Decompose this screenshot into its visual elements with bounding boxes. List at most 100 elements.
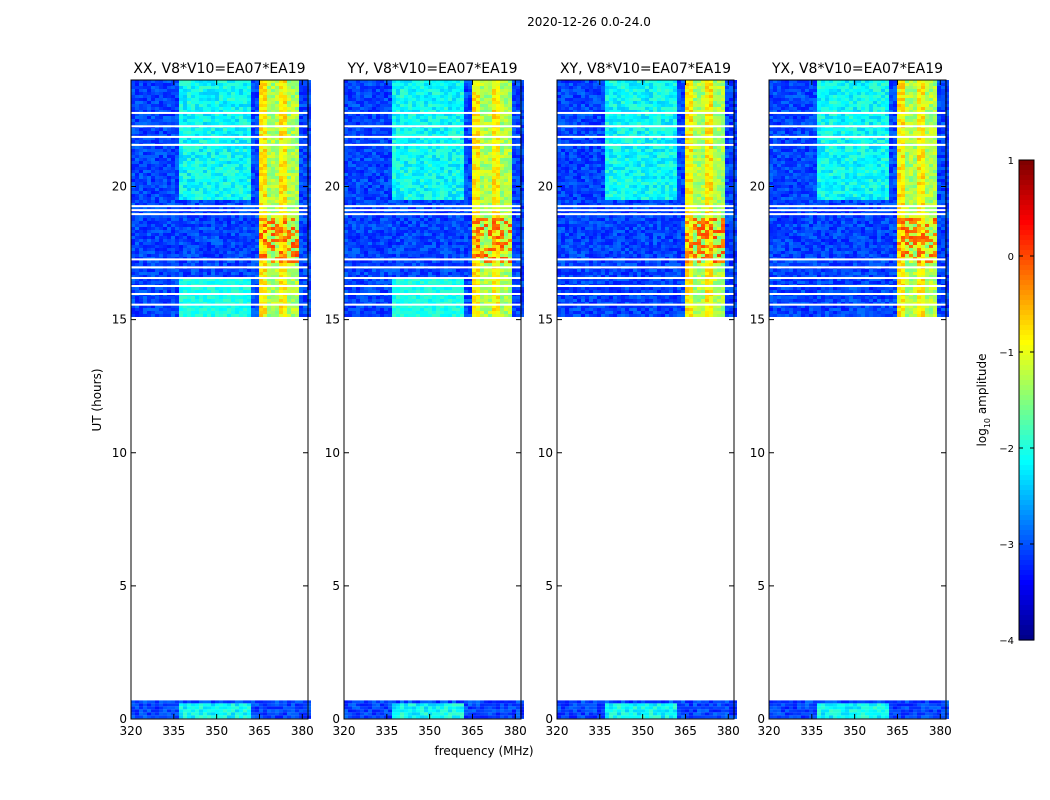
y-tick-label: 10	[750, 446, 765, 460]
colorbar-tick-label: 1	[1008, 156, 1014, 167]
colorbar-segment	[1019, 530, 1034, 536]
colorbar-frame	[1018, 159, 1035, 641]
colorbar-segment	[1019, 225, 1034, 231]
x-tick-label: 335	[375, 724, 398, 738]
colorbar-segment	[1019, 605, 1034, 611]
colorbar-segment	[1019, 600, 1034, 606]
colorbar-segment	[1019, 335, 1034, 341]
colorbar-segment	[1019, 210, 1034, 216]
colorbar-segment	[1019, 595, 1034, 601]
colorbar-segment	[1019, 170, 1034, 176]
colorbar-segment	[1019, 525, 1034, 531]
y-tick-label: 5	[757, 579, 765, 593]
colorbar-segment	[1019, 185, 1034, 191]
colorbar-segment	[1019, 450, 1034, 456]
x-tick-label: 320	[758, 724, 781, 738]
y-tick-label: 20	[538, 180, 553, 194]
colorbar-segment	[1019, 305, 1034, 311]
colorbar-segment	[1019, 485, 1034, 491]
heatmap-image	[557, 80, 737, 719]
colorbar-segment	[1019, 545, 1034, 551]
panel-title: YX, V8*V10=EA07*EA19	[771, 61, 943, 77]
colorbar-segment	[1019, 345, 1034, 351]
colorbar-segment	[1019, 270, 1034, 276]
colorbar-tick-label: −2	[999, 444, 1014, 455]
colorbar-segment	[1019, 445, 1034, 451]
panel-title: XX, V8*V10=EA07*EA19	[133, 61, 305, 77]
colorbar-segment	[1019, 505, 1034, 511]
axes-frame	[556, 79, 735, 720]
colorbar-segment	[1019, 235, 1034, 241]
colorbar-segment	[1019, 325, 1034, 331]
colorbar-segment	[1019, 535, 1034, 541]
colorbar-segment	[1019, 555, 1034, 561]
x-tick-label: 320	[333, 724, 356, 738]
colorbar-segment	[1019, 275, 1034, 281]
colorbar-segment	[1019, 510, 1034, 516]
colorbar-segment	[1019, 550, 1034, 556]
x-tick-label: 380	[717, 724, 740, 738]
colorbar-segment	[1019, 455, 1034, 461]
x-tick-label: 350	[843, 724, 866, 738]
colorbar-segment	[1019, 390, 1034, 396]
colorbar-segment	[1019, 355, 1034, 361]
axes-frame	[768, 79, 947, 720]
y-tick-label: 15	[538, 313, 553, 327]
colorbar-segment	[1019, 230, 1034, 236]
colorbar-segment	[1019, 570, 1034, 576]
panel-yx: YX, V8*V10=EA07*EA19 320 335 350 365 380 0 5 10 1…	[750, 61, 952, 738]
colorbar-segment	[1019, 475, 1034, 481]
colorbar-segment	[1019, 310, 1034, 316]
colorbar-segment	[1019, 280, 1034, 286]
colorbar-segment	[1019, 250, 1034, 256]
x-tick-label: 365	[248, 724, 271, 738]
colorbar-tick-label: 0	[1008, 252, 1014, 263]
colorbar-segment	[1019, 560, 1034, 566]
colorbar-segment	[1019, 190, 1034, 196]
colorbar-segment	[1019, 200, 1034, 206]
colorbar-segment	[1019, 160, 1034, 166]
colorbar-segment	[1019, 460, 1034, 466]
colorbar-segment	[1019, 220, 1034, 226]
y-tick-label: 5	[545, 579, 553, 593]
colorbar-segment	[1019, 500, 1034, 506]
x-axis-label: frequency (MHz)	[434, 744, 533, 758]
colorbar-segment	[1019, 245, 1034, 251]
colorbar-segment	[1019, 580, 1034, 586]
colorbar: 1 0 −1 −2 −3 −4 log10 amplitude	[975, 156, 1035, 647]
heatmap-image	[344, 80, 524, 719]
colorbar-tick-label: −1	[999, 348, 1014, 359]
colorbar-segment	[1019, 380, 1034, 386]
colorbar-segment	[1019, 340, 1034, 346]
x-tick-label: 320	[546, 724, 569, 738]
colorbar-segment	[1019, 520, 1034, 526]
colorbar-segment	[1019, 425, 1034, 431]
colorbar-segment	[1019, 375, 1034, 381]
x-tick-label: 380	[291, 724, 314, 738]
x-tick-label: 350	[205, 724, 228, 738]
colorbar-segment	[1019, 265, 1034, 271]
colorbar-segment	[1019, 575, 1034, 581]
colorbar-segment	[1019, 430, 1034, 436]
colorbar-segment	[1019, 625, 1034, 631]
y-tick-label: 0	[332, 712, 340, 726]
y-tick-label: 20	[112, 180, 127, 194]
y-tick-label: 10	[325, 446, 340, 460]
panel-xy: XY, V8*V10=EA07*EA19 320 335 350 365 380 0 5 10 1…	[538, 61, 740, 738]
colorbar-segment	[1019, 400, 1034, 406]
colorbar-segment	[1019, 315, 1034, 321]
y-tick-label: 0	[119, 712, 127, 726]
colorbar-segment	[1019, 415, 1034, 421]
x-tick-label: 335	[162, 724, 185, 738]
panels-group: XX, V8*V10=EA07*EA19 320 335 350 365 380 0 5 10 1…	[112, 61, 952, 738]
panel-title: YY, V8*V10=EA07*EA19	[346, 61, 517, 77]
colorbar-segment	[1019, 175, 1034, 181]
colorbar-segment	[1019, 420, 1034, 426]
colorbar-segment	[1019, 165, 1034, 171]
axes-frame	[343, 79, 522, 720]
colorbar-segment	[1019, 465, 1034, 471]
colorbar-segment	[1019, 435, 1034, 441]
y-tick-label: 15	[112, 313, 127, 327]
colorbar-segment	[1019, 515, 1034, 521]
colorbar-segment	[1019, 495, 1034, 501]
